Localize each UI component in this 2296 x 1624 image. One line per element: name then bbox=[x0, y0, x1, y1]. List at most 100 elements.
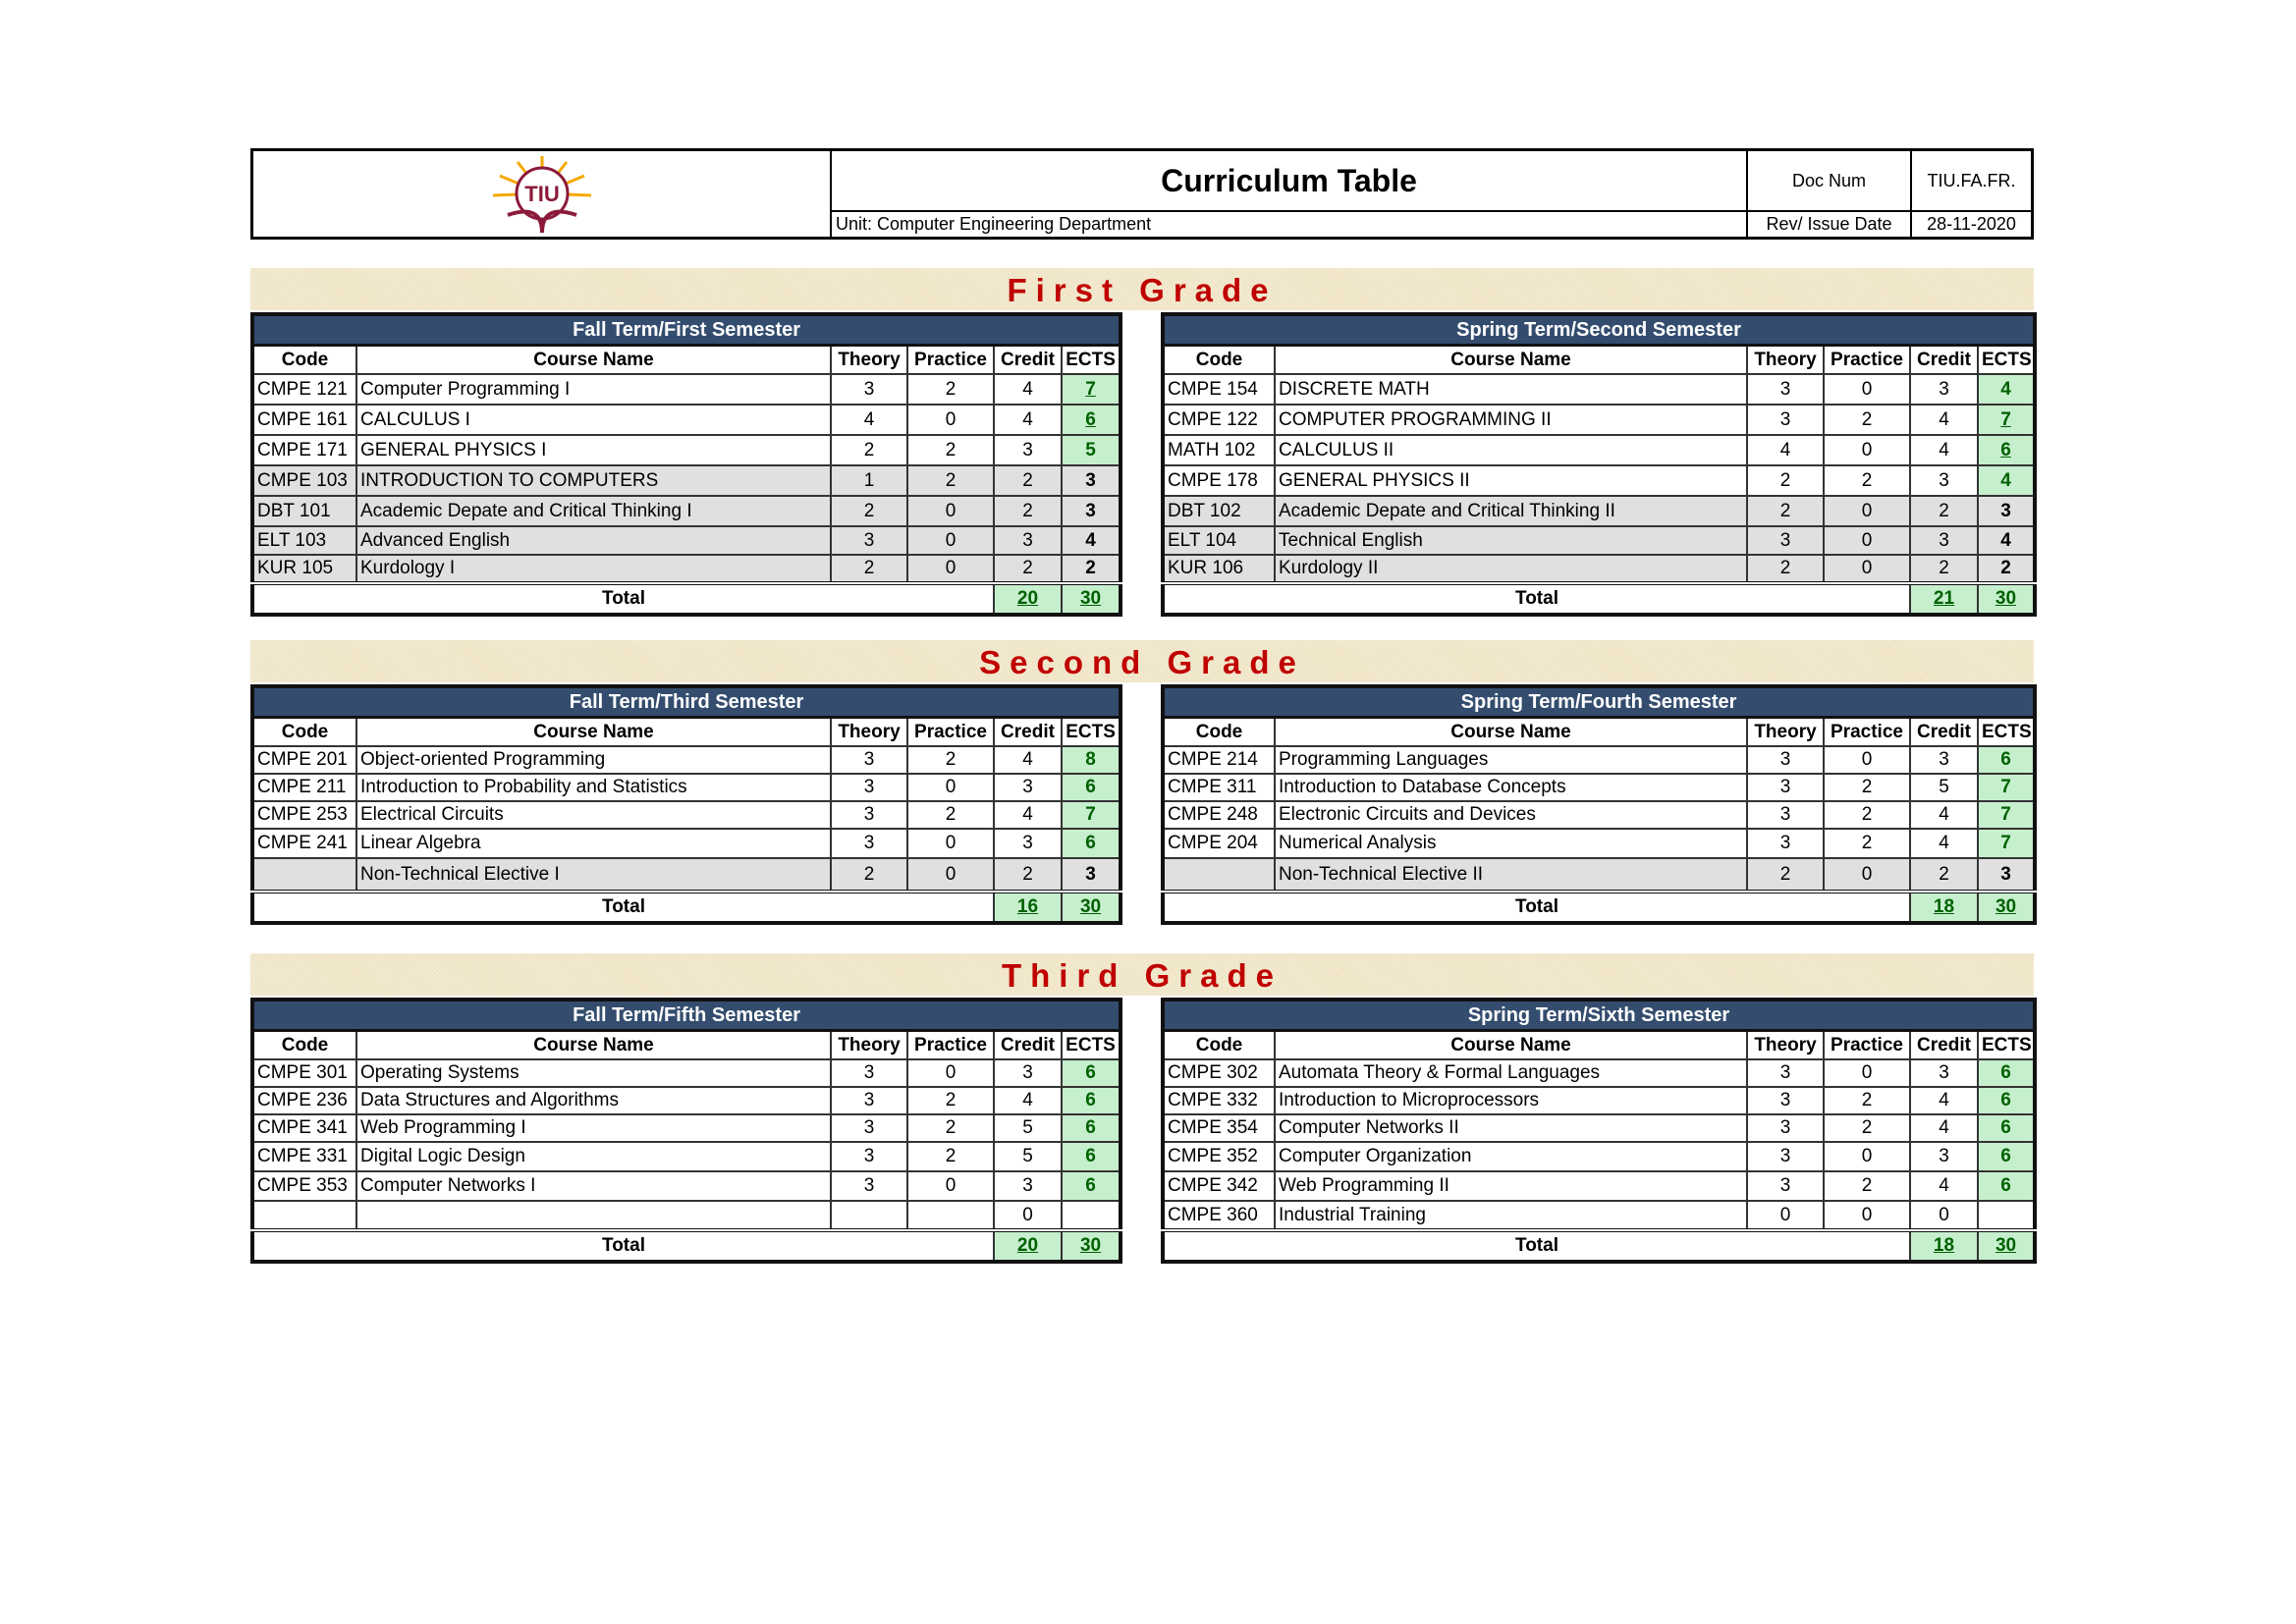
column-header: Theory bbox=[1746, 716, 1825, 747]
ects: 6 bbox=[1060, 404, 1122, 436]
practice-hours: 0 bbox=[906, 554, 995, 584]
course-code: CMPE 121 bbox=[251, 373, 357, 406]
practice-hours: 0 bbox=[1823, 373, 1911, 406]
credit: 4 bbox=[993, 800, 1063, 830]
course-name: Web Programming II bbox=[1274, 1170, 1748, 1202]
course-row: CMPE 211 Introduction to Probability and … bbox=[251, 773, 1122, 802]
course-row: Non-Technical Elective II 2 0 2 3 bbox=[1162, 857, 2037, 893]
credit: 3 bbox=[1909, 1141, 1979, 1172]
credit: 4 bbox=[1909, 404, 1979, 436]
ects: 7 bbox=[1060, 373, 1122, 406]
column-header: Credit bbox=[993, 716, 1063, 747]
total-ects: 30 bbox=[1060, 581, 1122, 616]
semester-title: Spring Term/Fourth Semester bbox=[1161, 685, 2037, 719]
credit: 3 bbox=[1909, 525, 1979, 556]
theory-hours bbox=[830, 1200, 908, 1231]
practice-hours: 0 bbox=[1823, 1200, 1911, 1231]
practice-hours: 0 bbox=[1823, 495, 1911, 527]
column-header-row: Code Course Name Theory Practice Credit ECTS bbox=[251, 344, 1122, 375]
theory-hours: 3 bbox=[830, 1141, 908, 1172]
practice-hours: 2 bbox=[1823, 1170, 1911, 1202]
ects: 6 bbox=[1976, 1086, 2037, 1115]
column-header: Practice bbox=[906, 344, 995, 375]
theory-hours: 1 bbox=[830, 464, 908, 497]
theory-hours: 3 bbox=[830, 745, 908, 775]
course-row: CMPE 253 Electrical Circuits 3 2 4 7 bbox=[251, 800, 1122, 830]
practice-hours: 2 bbox=[1823, 464, 1911, 497]
course-name: Non-Technical Elective II bbox=[1274, 857, 1748, 893]
course-code: CMPE 354 bbox=[1162, 1113, 1276, 1143]
course-code: CMPE 253 bbox=[251, 800, 357, 830]
course-code: CMPE 178 bbox=[1162, 464, 1276, 497]
credit: 0 bbox=[993, 1200, 1063, 1231]
column-header: Course Name bbox=[1274, 344, 1748, 375]
practice-hours: 2 bbox=[1823, 828, 1911, 859]
credit: 4 bbox=[993, 373, 1063, 406]
course-code: CMPE 204 bbox=[1162, 828, 1276, 859]
credit: 3 bbox=[1909, 464, 1979, 497]
total-row: Total 18 30 bbox=[1162, 1228, 2037, 1263]
column-header: Credit bbox=[1909, 716, 1979, 747]
ects: 7 bbox=[1977, 404, 2036, 436]
total-credit: 20 bbox=[993, 581, 1063, 616]
practice-hours: 0 bbox=[1823, 434, 1911, 466]
column-header: Credit bbox=[993, 1029, 1063, 1060]
rev-date-value: 28-11-2020 bbox=[1927, 214, 2016, 234]
column-header: Code bbox=[1162, 1029, 1276, 1060]
ects: 4 bbox=[1977, 373, 2036, 406]
ects: 6 bbox=[1060, 773, 1122, 802]
course-name: INTRODUCTION TO COMPUTERS bbox=[355, 464, 832, 497]
course-code: DBT 102 bbox=[1162, 495, 1276, 527]
column-header-row: Code Course Name Theory Practice Credit ECTS bbox=[251, 1029, 1122, 1060]
theory-hours: 3 bbox=[830, 525, 908, 556]
ects: 4 bbox=[1977, 464, 2036, 497]
practice-hours: 2 bbox=[906, 1086, 995, 1115]
theory-hours: 4 bbox=[830, 404, 908, 436]
total-row: Total 16 30 bbox=[251, 890, 1122, 924]
credit: 3 bbox=[993, 525, 1063, 556]
doc-num-value: TIU.FA.FR. bbox=[1912, 151, 2031, 212]
credit: 4 bbox=[1909, 1086, 1979, 1115]
credit: 2 bbox=[993, 554, 1063, 584]
semester-title: Fall Term/Third Semester bbox=[250, 685, 1122, 719]
ects: 4 bbox=[1060, 525, 1122, 556]
course-code: CMPE 341 bbox=[251, 1113, 357, 1143]
column-header: Practice bbox=[1823, 344, 1911, 375]
column-header: Theory bbox=[830, 344, 908, 375]
course-name: Electronic Circuits and Devices bbox=[1274, 800, 1748, 830]
ects: 4 bbox=[1977, 525, 2036, 556]
course-code: CMPE 236 bbox=[251, 1086, 357, 1115]
total-label: Total bbox=[1162, 1228, 1911, 1263]
credit: 4 bbox=[1909, 434, 1979, 466]
theory-hours: 3 bbox=[1746, 525, 1825, 556]
credit: 5 bbox=[993, 1141, 1063, 1172]
column-header-row: Code Course Name Theory Practice Credit ECTS bbox=[251, 716, 1122, 747]
theory-hours: 3 bbox=[830, 373, 908, 406]
page-title: Curriculum Table bbox=[832, 151, 1748, 212]
credit: 2 bbox=[1909, 495, 1979, 527]
ects: 8 bbox=[1060, 745, 1122, 775]
course-code: CMPE 353 bbox=[251, 1170, 357, 1202]
column-header: Course Name bbox=[355, 344, 832, 375]
column-header-row: Code Course Name Theory Practice Credit ECTS bbox=[1162, 1029, 2037, 1060]
course-row: CMPE 342 Web Programming II 3 2 4 6 bbox=[1162, 1170, 2037, 1202]
theory-hours: 4 bbox=[1746, 434, 1825, 466]
practice-hours: 0 bbox=[1823, 1141, 1911, 1172]
course-code: CMPE 122 bbox=[1162, 404, 1276, 436]
semester-table: Fall Term/Third Semester Code Course Name T… bbox=[250, 684, 1123, 925]
ects: 6 bbox=[1977, 434, 2036, 466]
column-header: Practice bbox=[1823, 716, 1911, 747]
practice-hours: 0 bbox=[906, 857, 995, 893]
ects bbox=[1060, 1200, 1122, 1231]
course-code: CMPE 331 bbox=[251, 1141, 357, 1172]
course-code: CMPE 301 bbox=[251, 1058, 357, 1088]
total-credit: 18 bbox=[1909, 890, 1979, 924]
credit: 3 bbox=[1909, 1058, 1979, 1088]
credit: 4 bbox=[1909, 1113, 1979, 1143]
course-row: CMPE 248 Electronic Circuits and Devices 3… bbox=[1162, 800, 2037, 830]
doc-num-label: Doc Num bbox=[1748, 151, 1912, 212]
